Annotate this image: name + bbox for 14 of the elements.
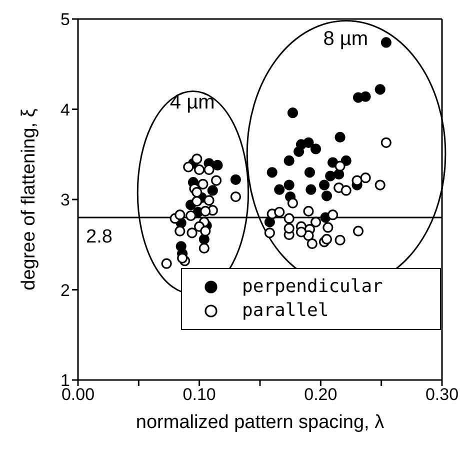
x-tick-label: 0.00 xyxy=(61,385,95,404)
legend-label: perpendicular xyxy=(242,275,383,299)
x-tick-label: 0.30 xyxy=(425,385,459,404)
x-tick-label: 0.10 xyxy=(182,385,216,404)
x-axis-title: normalized pattern spacing, λ xyxy=(136,412,385,433)
y-axis-title: degree of flattening, ξ xyxy=(18,108,40,290)
y-tick-label: 5 xyxy=(60,10,70,30)
ref-line-label: 2.8 xyxy=(86,226,112,248)
y-tick-label: 4 xyxy=(60,100,70,120)
y-tick-label: 3 xyxy=(60,190,70,210)
annotation: 8 µm xyxy=(323,28,368,50)
legend-label: parallel xyxy=(242,299,329,323)
x-tick-label: 0.20 xyxy=(304,385,338,404)
y-tick-label: 2 xyxy=(60,280,70,300)
